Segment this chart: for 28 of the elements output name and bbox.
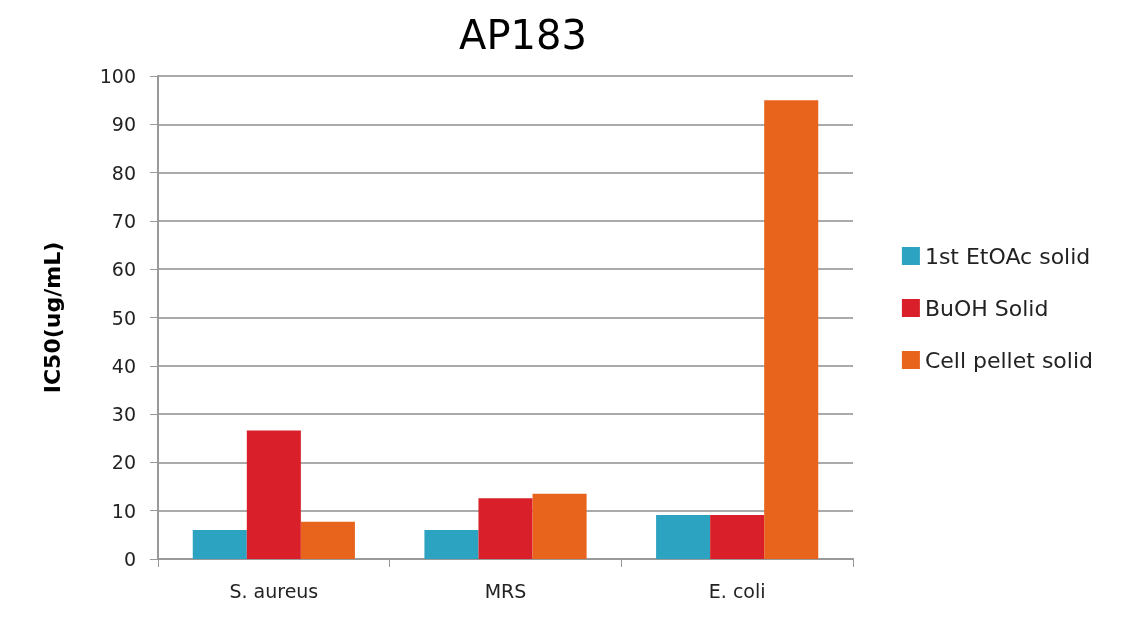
y-tick-label: 0 [123, 548, 136, 570]
y-tick-label: 60 [111, 258, 136, 281]
bar [246, 430, 301, 559]
bar [300, 521, 355, 559]
y-tick-label: 20 [111, 451, 136, 474]
y-tick-label: 70 [111, 209, 136, 232]
bar [532, 493, 587, 559]
y-tick-label: 30 [111, 403, 136, 426]
legend-label: 1st EtOAc solid [924, 243, 1091, 269]
y-tick-label: 10 [111, 499, 136, 522]
bar [478, 498, 533, 559]
y-tick-label: 40 [111, 354, 136, 377]
bar [192, 530, 247, 559]
x-tick-label: E. coli [708, 579, 766, 602]
y-tick-label: 90 [111, 113, 136, 136]
y-tick-label: 100 [99, 65, 136, 87]
bar [710, 515, 765, 559]
y-tick-label: 50 [111, 306, 136, 329]
legend-label: Cell pellet solid [924, 347, 1093, 373]
x-tick-label: MRS [484, 579, 527, 602]
bar [656, 515, 711, 559]
chart-title: AP183 [459, 12, 587, 58]
y-tick-label: 80 [111, 161, 136, 184]
y-axis-title: IC50(ug/mL) [39, 241, 65, 394]
bar [424, 530, 479, 559]
legend-label: BuOH Solid [924, 295, 1049, 321]
bar [764, 100, 819, 559]
x-tick-label: S. aureus [229, 579, 319, 602]
